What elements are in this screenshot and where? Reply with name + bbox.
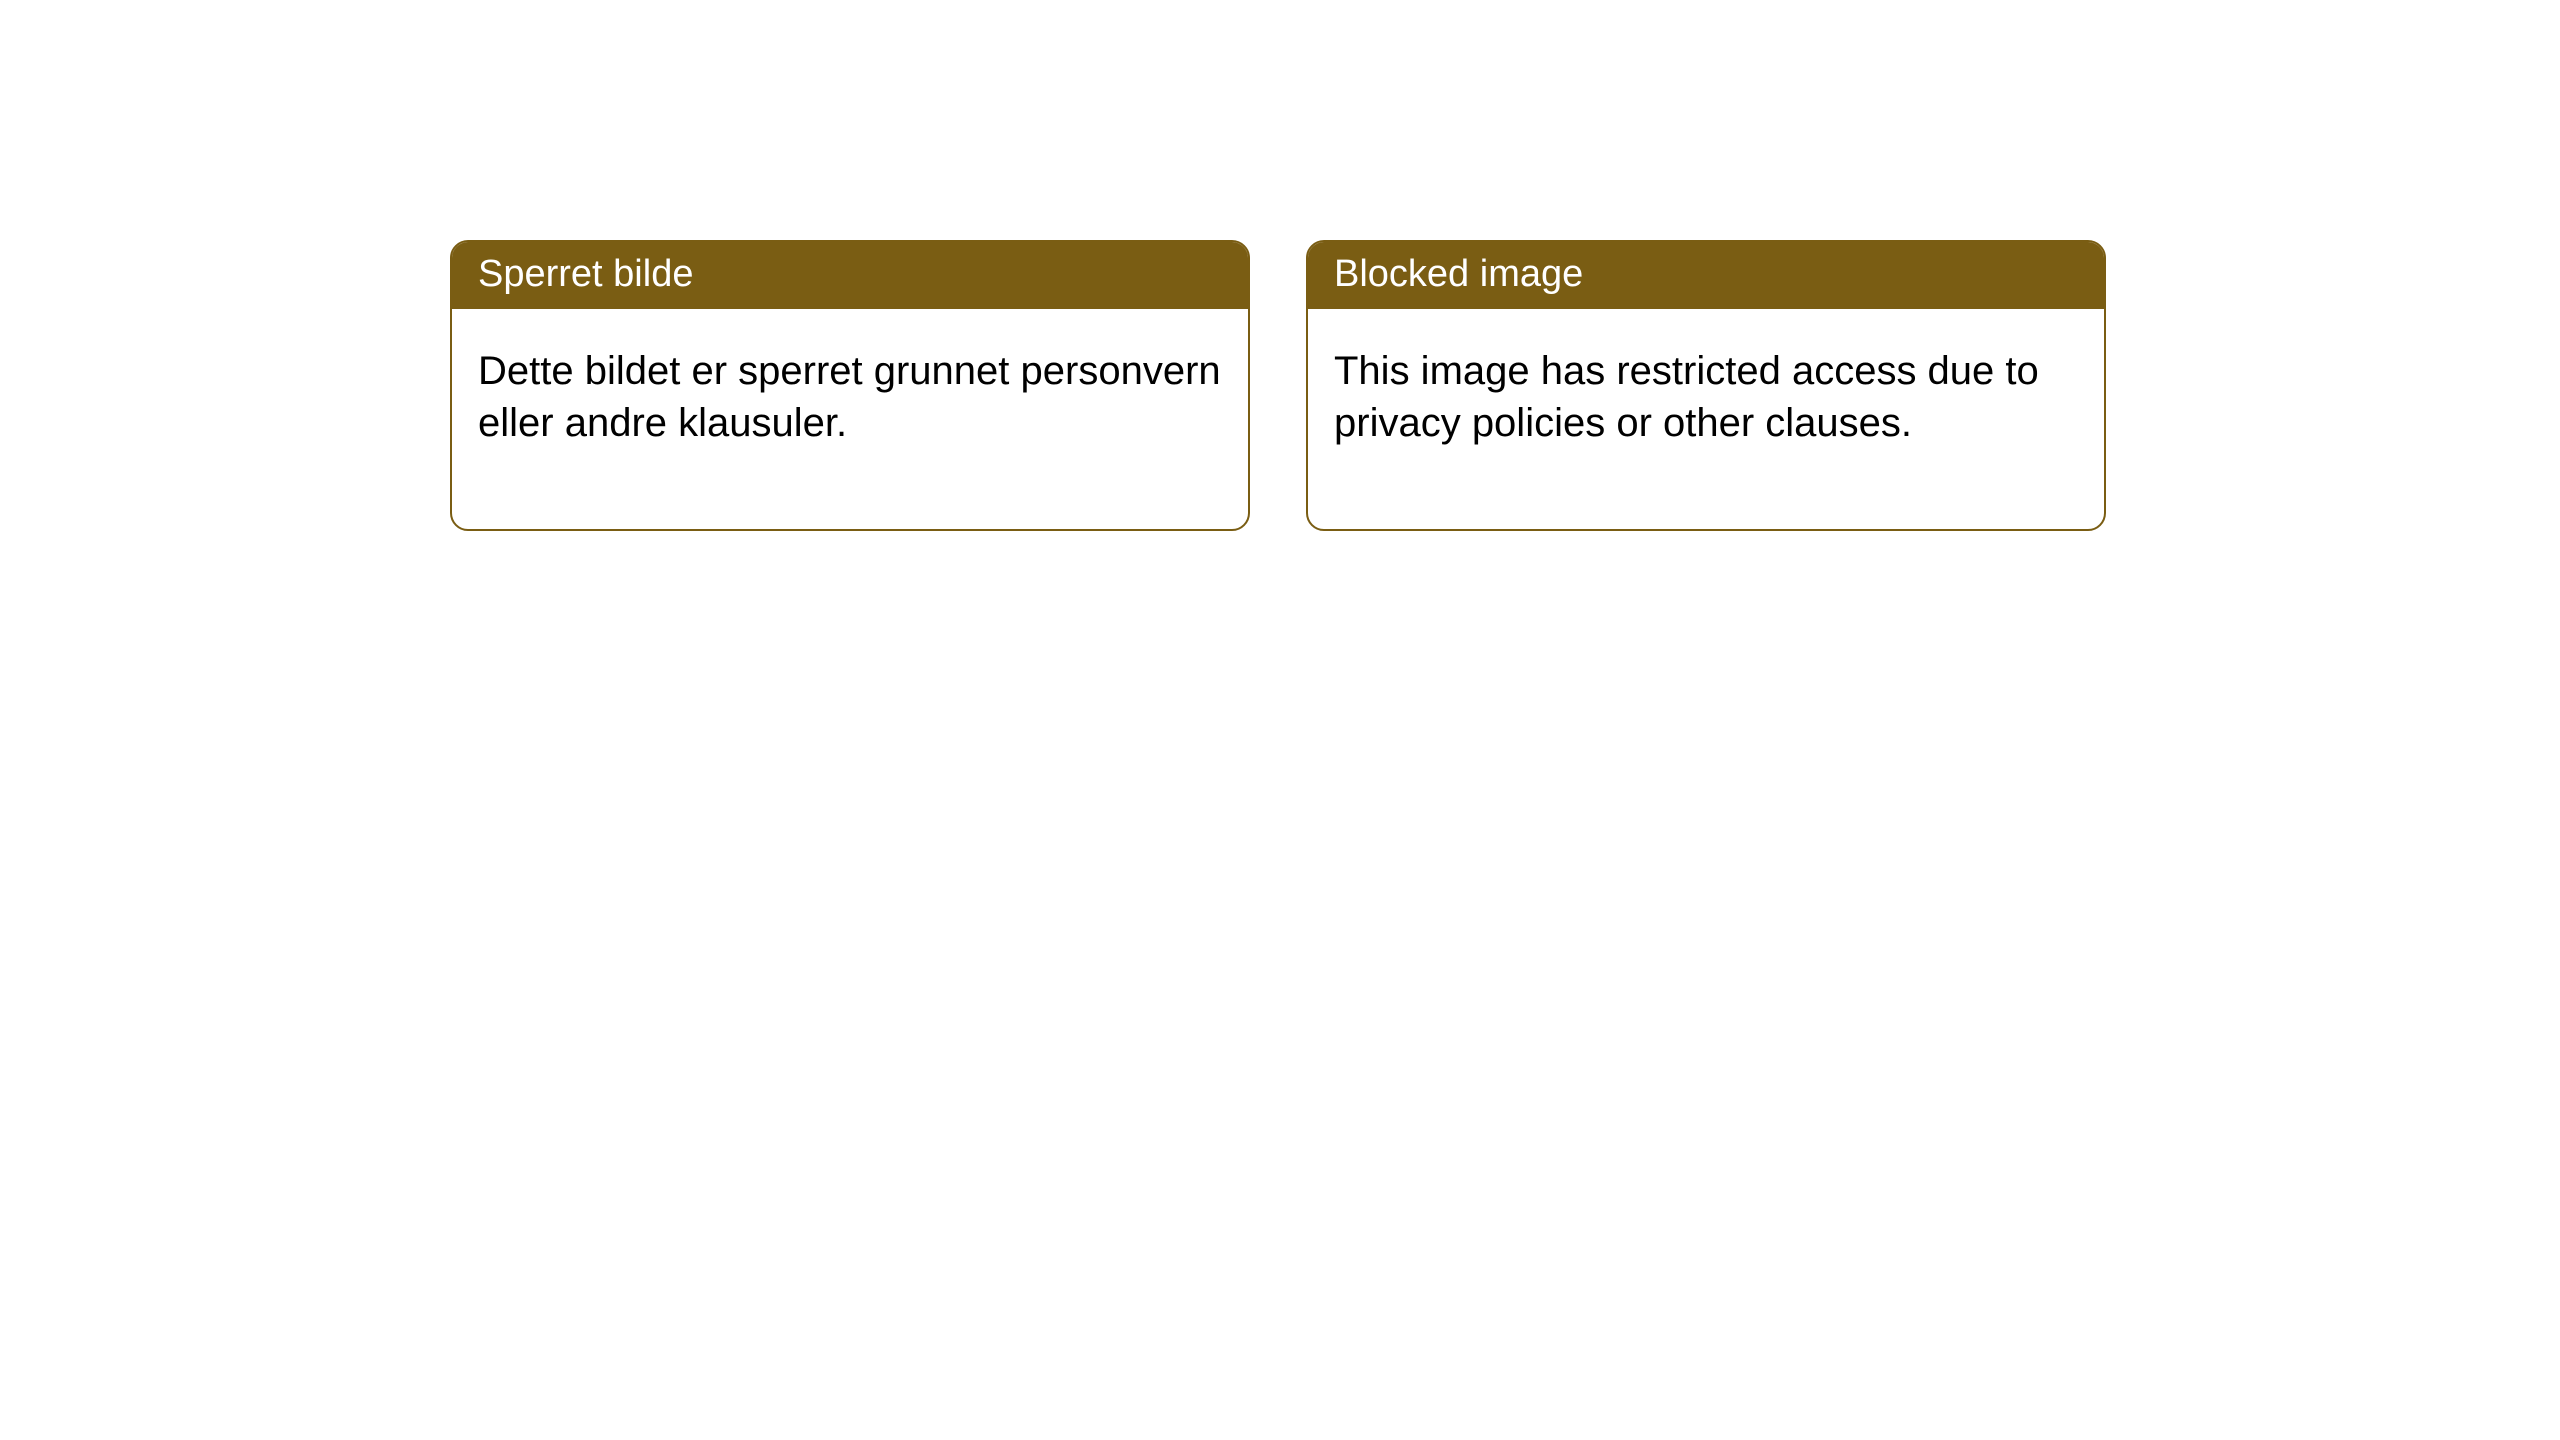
notice-header: Sperret bilde bbox=[452, 242, 1248, 309]
notice-card-norwegian: Sperret bilde Dette bildet er sperret gr… bbox=[450, 240, 1250, 531]
notice-card-english: Blocked image This image has restricted … bbox=[1306, 240, 2106, 531]
notice-container: Sperret bilde Dette bildet er sperret gr… bbox=[450, 240, 2106, 531]
notice-body: This image has restricted access due to … bbox=[1308, 309, 2104, 529]
notice-body: Dette bildet er sperret grunnet personve… bbox=[452, 309, 1248, 529]
notice-header: Blocked image bbox=[1308, 242, 2104, 309]
